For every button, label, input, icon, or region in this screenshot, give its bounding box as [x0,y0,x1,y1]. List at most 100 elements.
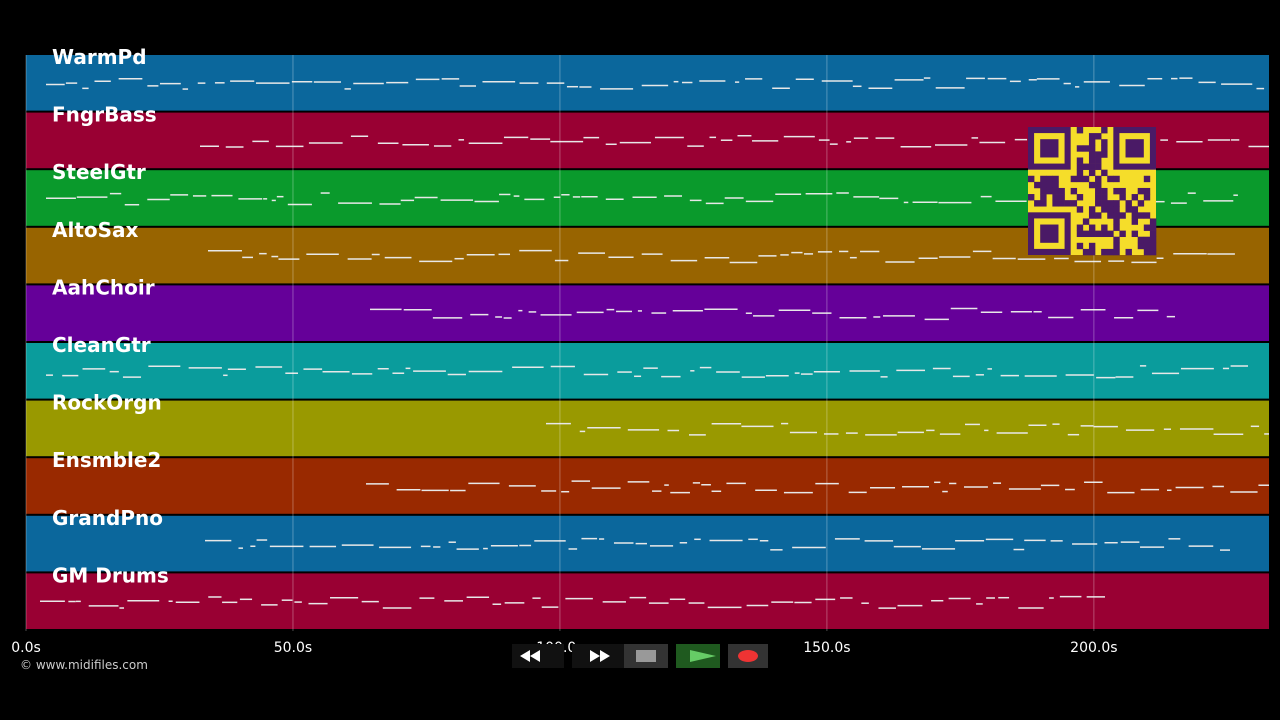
qr-module [1143,242,1151,250]
qr-module [1095,194,1102,201]
qr-module [1149,242,1157,250]
track-name: SteelGtr [52,160,146,184]
qr-module [1113,200,1120,207]
qr-module [1082,175,1090,183]
track-lane [26,285,1269,341]
qr-module [1076,242,1084,250]
qr-module [1113,224,1120,231]
track-name: Ensmble2 [52,448,161,472]
forward-icon [590,650,610,662]
qr-module [1088,139,1096,146]
x-tick-label: 200.0s [1070,640,1117,656]
qr-module [1082,218,1090,225]
qr-module [1101,145,1108,152]
transport-controls [512,644,768,668]
qr-module [1113,218,1120,225]
track-names: WarmPd FngrBass SteelGtr AltoSax AahChoir Cle… [52,45,169,587]
qr-module [1101,139,1108,146]
qr-module [1040,200,1047,207]
qr-module [1070,187,1078,195]
qr-module [1119,212,1126,219]
qr-module [1082,145,1090,152]
qr-module [1101,151,1108,158]
qr-finder [1027,127,1071,170]
qr-module [1101,200,1108,207]
qr-module [1088,206,1096,213]
x-tick-label: 150.0s [803,640,850,656]
qr-module [1076,169,1084,177]
qr-module [1095,157,1102,164]
qr-module [1076,145,1084,152]
qr-module [1119,194,1126,201]
qr-finder-core [1125,139,1144,158]
qr-module [1052,187,1059,195]
qr-module [1113,175,1120,183]
qr-module [1052,200,1059,207]
qr-module [1088,248,1096,256]
track-lane [26,515,1269,572]
qr-module [1058,200,1065,207]
qr-module [1058,194,1065,201]
qr-module [1046,175,1053,183]
track-name: AahChoir [52,275,155,299]
qr-module [1149,218,1157,225]
record-icon [738,650,758,662]
qr-module [1107,206,1114,213]
qr-finder-core [1040,139,1059,158]
qr-module [1113,242,1120,250]
qr-module [1040,175,1047,183]
qr-finder [1027,212,1071,256]
qr-module [1113,212,1120,219]
qr-module [1149,248,1157,256]
qr-module [1137,242,1145,250]
qr-module [1137,212,1145,219]
qr-module [1131,230,1139,238]
x-tick-label: 50.0s [274,640,312,656]
qr-module [1107,200,1114,207]
qr-module [1088,212,1096,219]
qr-module [1070,175,1078,183]
qr-module [1076,163,1084,170]
qr-module [1143,212,1151,219]
qr-module [1070,200,1078,207]
qr-module [1076,157,1084,164]
qr-module [1088,163,1096,170]
qr-module [1076,206,1084,213]
qr-module [1076,230,1084,238]
qr-module [1040,181,1047,189]
copyright: © www.midifiles.com [20,658,148,672]
qr-module [1088,230,1096,238]
qr-module [1149,230,1157,238]
qr-module [1046,181,1053,189]
qr-module [1095,187,1102,195]
track-lane [26,458,1269,514]
track-lane [26,55,1269,111]
qr-module [1034,181,1041,189]
qr-module [1119,230,1126,238]
qr-module [1088,224,1096,231]
track-name: GrandPno [52,506,163,530]
qr-module [1101,248,1108,256]
qr-module [1088,157,1096,164]
play-icon [690,650,716,662]
track-name: CleanGtr [52,333,151,357]
qr-module [1107,230,1114,238]
stop-icon [636,650,656,662]
qr-module [1028,175,1035,183]
qr-module [1076,224,1084,231]
qr-module [1088,151,1096,158]
qr-module [1076,175,1084,183]
qr-module [1095,200,1102,207]
qr-module [1101,127,1108,134]
track-lane [26,573,1269,629]
qr-module [1052,175,1059,183]
qr-module [1149,236,1157,244]
qr-module [1143,224,1151,231]
qr-module [1101,230,1108,238]
track-name: WarmPd [52,45,147,69]
qr-module [1040,187,1047,195]
qr-module [1113,248,1120,256]
track-lane [26,343,1269,399]
qr-module [1137,236,1145,244]
